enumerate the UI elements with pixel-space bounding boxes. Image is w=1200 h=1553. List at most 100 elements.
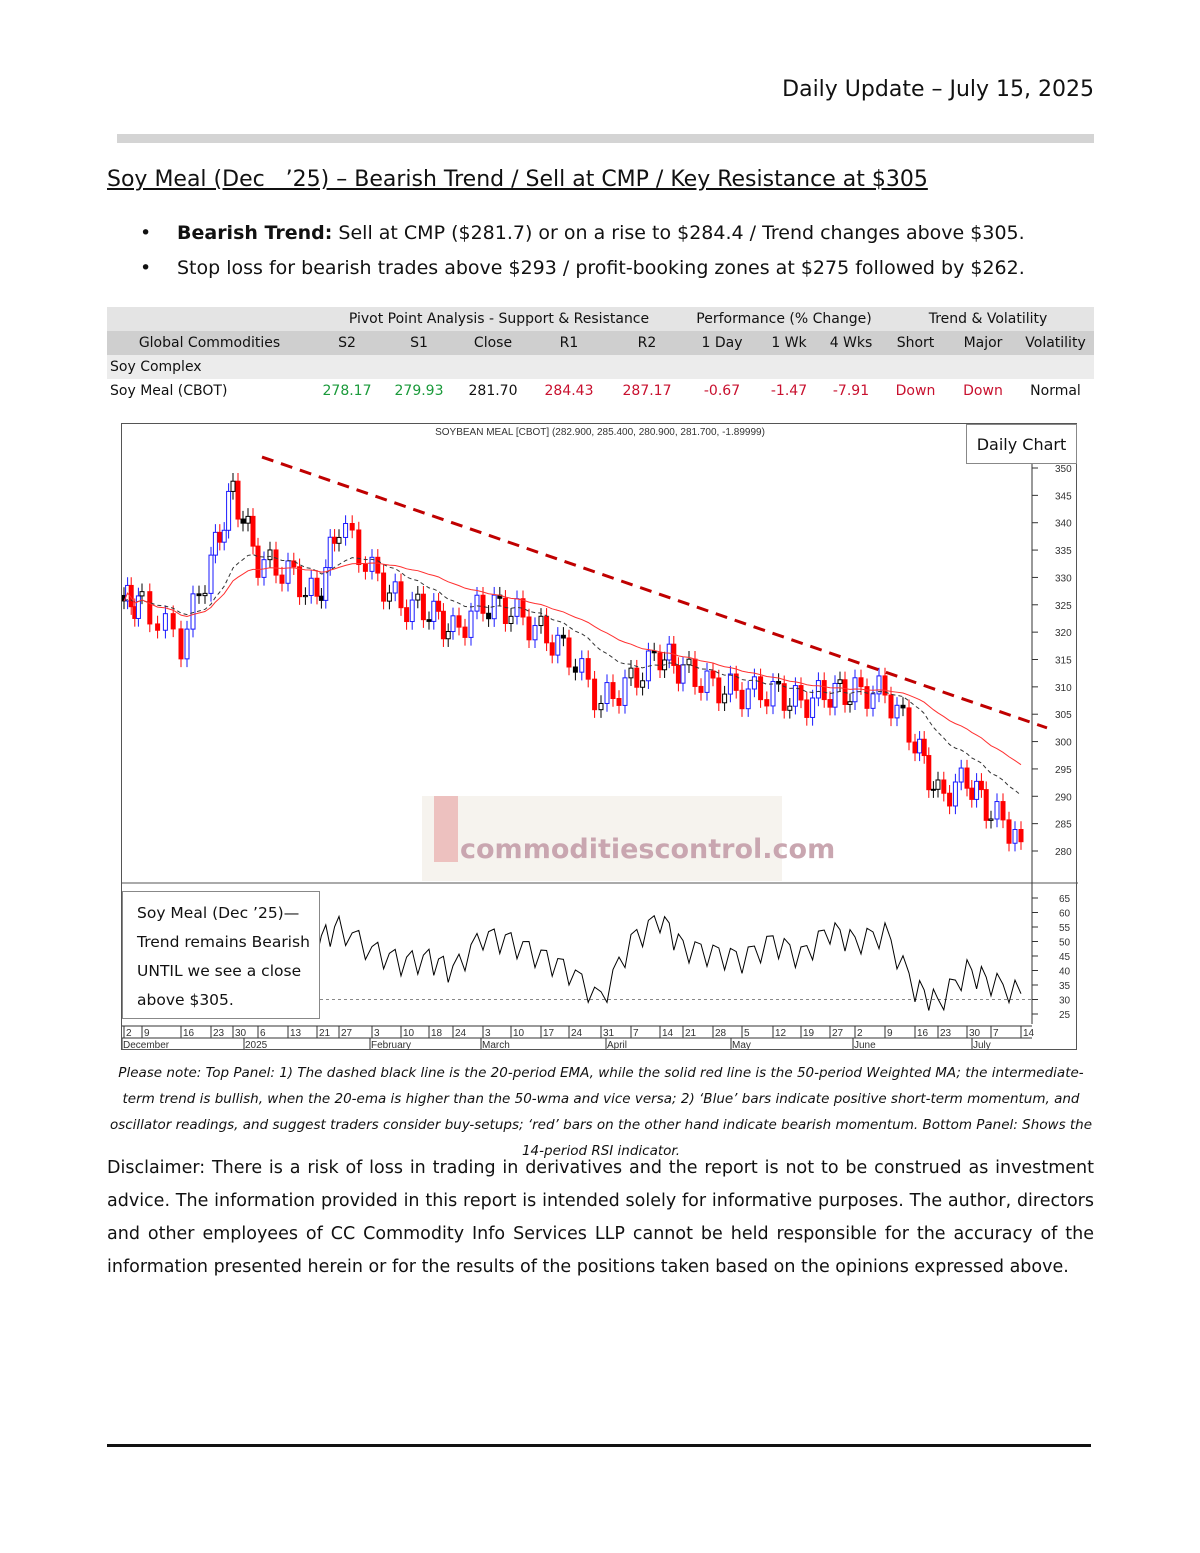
- candle: [882, 675, 888, 696]
- candle: [431, 600, 437, 622]
- x-tick-label: 6: [260, 1028, 266, 1039]
- candle: [988, 818, 994, 821]
- candle: [852, 677, 858, 703]
- candle: [1006, 819, 1012, 844]
- column-header: 4 Wks: [820, 331, 882, 355]
- candle: [1012, 829, 1018, 844]
- candle: [947, 792, 953, 807]
- candle: [727, 673, 733, 695]
- candle: [566, 637, 572, 668]
- candle: [327, 536, 333, 569]
- candle: [952, 781, 958, 807]
- wma50-line: [123, 562, 1022, 766]
- candle: [349, 522, 355, 531]
- candle: [1000, 801, 1006, 821]
- month-label: 2025: [245, 1040, 268, 1051]
- bullet-bold: Bearish Trend:: [177, 222, 333, 244]
- candle: [958, 767, 964, 783]
- candle: [935, 779, 941, 790]
- group-header: Trend & Volatility: [882, 307, 1094, 331]
- candle: [190, 593, 196, 630]
- y-tick-label: 335: [1055, 546, 1072, 557]
- candle: [917, 738, 923, 754]
- candle: [375, 556, 381, 574]
- candle: [692, 658, 698, 687]
- rsi-tick-label: 45: [1059, 952, 1071, 963]
- candle: [733, 673, 739, 691]
- candle: [675, 664, 681, 684]
- ema20-line: [123, 554, 1022, 796]
- candle: [832, 682, 838, 708]
- table-cell: 279.93: [394, 383, 444, 399]
- candle: [302, 594, 308, 598]
- x-tick-label: 18: [431, 1028, 443, 1039]
- y-tick-label: 300: [1055, 738, 1072, 749]
- candle: [532, 625, 538, 641]
- candle: [196, 593, 202, 597]
- x-tick-label: 9: [887, 1028, 893, 1039]
- y-tick-label: 330: [1055, 573, 1072, 584]
- candle: [162, 613, 168, 631]
- candle: [235, 480, 241, 520]
- y-tick-label: 340: [1055, 519, 1072, 530]
- candle: [318, 595, 324, 601]
- candle: [420, 593, 426, 621]
- candle: [864, 686, 870, 709]
- candle: [440, 610, 446, 640]
- month-label: December: [123, 1040, 170, 1051]
- table-cell: 287.17: [622, 383, 672, 399]
- column-header: S1: [382, 331, 456, 355]
- candle: [445, 631, 451, 640]
- candle: [994, 801, 1000, 820]
- candle: [155, 623, 161, 631]
- candle: [404, 607, 410, 623]
- rsi-tick-label: 60: [1059, 909, 1071, 920]
- candle: [870, 693, 876, 709]
- candle: [170, 613, 176, 630]
- candle: [456, 615, 462, 628]
- table-cell: 278.17: [322, 383, 372, 399]
- candle: [842, 679, 848, 705]
- table-cell: Normal: [1030, 383, 1081, 399]
- candle: [969, 787, 975, 800]
- candle: [526, 616, 532, 641]
- candle: [267, 549, 273, 561]
- candle: [651, 650, 657, 654]
- x-tick-label: 24: [571, 1028, 583, 1039]
- table-cell: Soy Meal (CBOT): [110, 383, 228, 399]
- y-tick-label: 320: [1055, 628, 1072, 639]
- x-tick-label: 3: [374, 1028, 380, 1039]
- x-tick-label: 9: [144, 1028, 150, 1039]
- candle: [680, 664, 686, 684]
- candle: [983, 789, 989, 821]
- group-header: Performance (% Change): [686, 307, 882, 331]
- rsi-tick-label: 50: [1059, 938, 1071, 949]
- candle: [392, 581, 398, 594]
- x-tick-label: 27: [832, 1028, 844, 1039]
- chart-footnote: Please note: Top Panel: 1) The dashed bl…: [109, 1065, 1093, 1159]
- candle: [208, 554, 214, 594]
- candle: [964, 767, 970, 789]
- y-tick-label: 345: [1055, 491, 1072, 502]
- candle: [716, 677, 722, 704]
- candle: [592, 678, 598, 711]
- candle: [245, 515, 251, 524]
- column-header: R1: [530, 331, 608, 355]
- y-tick-label: 315: [1055, 656, 1072, 667]
- candle: [409, 599, 415, 623]
- y-tick-label: 310: [1055, 683, 1072, 694]
- x-tick-label: 14: [1023, 1028, 1035, 1039]
- report-date-header: Daily Update – July 15, 2025: [782, 77, 1094, 102]
- chart-note: Soy Meal (Dec ’25)— Trend remains Bearis…: [122, 891, 320, 1019]
- column-header: R2: [608, 331, 686, 355]
- rsi-tick-label: 40: [1059, 967, 1071, 978]
- rsi-tick-label: 65: [1059, 894, 1071, 905]
- candle: [308, 577, 314, 596]
- candle: [921, 738, 927, 757]
- month-label: March: [482, 1040, 510, 1051]
- table-cell: -7.91: [832, 383, 870, 399]
- footer-rule: [107, 1444, 1091, 1447]
- candle: [462, 626, 468, 638]
- candle: [666, 643, 672, 661]
- rsi-tick-label: 35: [1059, 981, 1071, 992]
